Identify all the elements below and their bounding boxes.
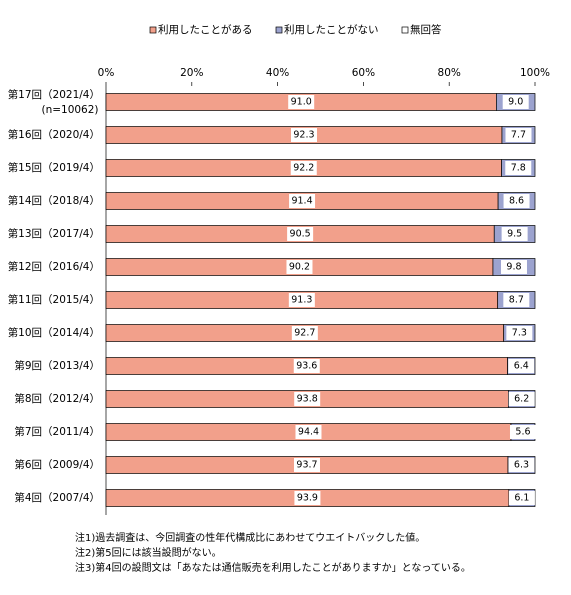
label-box: [288, 293, 315, 307]
label-box: [288, 95, 315, 109]
data-label: 90.2: [289, 262, 310, 273]
sample-size: (n=10062): [41, 104, 98, 116]
x-tick-label: 80%: [438, 67, 461, 79]
data-label: 91.0: [291, 97, 312, 108]
label-box: [293, 359, 320, 373]
y-tick-label: 第17回（2021/4）: [8, 88, 100, 101]
data-label: 94.4: [298, 427, 319, 438]
note: 注1)過去調査は、今回調査の性年代構成比にあわせてウエイトバックした値。: [75, 531, 425, 544]
legend-label: 利用したことがない: [284, 23, 379, 36]
label-box: [289, 194, 316, 208]
label-box: [501, 227, 528, 241]
data-label: 92.3: [293, 130, 314, 141]
data-label: 6.1: [514, 493, 529, 504]
label-box: [500, 260, 527, 274]
data-label: 92.7: [294, 328, 315, 339]
y-tick-label: 第8回（2012/4）: [14, 392, 100, 405]
x-tick-label: 0%: [98, 67, 115, 79]
data-label: 9.5: [507, 229, 522, 240]
label-box: [290, 128, 317, 142]
data-label: 7.3: [512, 328, 527, 339]
label-box: [506, 326, 533, 340]
data-label: 91.4: [291, 196, 312, 207]
data-label: 92.2: [293, 163, 314, 174]
data-label: 6.3: [514, 460, 529, 471]
legend-label: 利用したことがある: [158, 23, 253, 36]
y-tick-label: 第6回（2009/4）: [14, 458, 100, 471]
y-tick-label: 第10回（2014/4）: [8, 326, 100, 339]
x-tick-label: 100%: [520, 67, 550, 79]
legend-label: 無回答: [410, 23, 442, 36]
legend-swatch: [401, 26, 409, 34]
label-box: [508, 458, 535, 472]
x-tick-label: 20%: [180, 67, 203, 79]
label-box: [293, 458, 320, 472]
label-box: [294, 491, 321, 505]
note: 注3)第4回の設問文は「あなたは通信販売を利用したことがありますか」となっている…: [75, 561, 471, 574]
label-box: [503, 293, 530, 307]
y-tick-label: 第11回（2015/4）: [8, 293, 100, 306]
y-tick-label: 第16回（2020/4）: [8, 128, 100, 141]
label-box: [294, 392, 321, 406]
x-tick-label: 60%: [352, 67, 375, 79]
label-box: [290, 161, 317, 175]
legend-swatch: [275, 26, 283, 34]
label-box: [505, 128, 532, 142]
label-box: [505, 161, 532, 175]
data-label: 93.6: [296, 361, 317, 372]
data-label: 7.8: [511, 163, 526, 174]
legend-swatch: [149, 26, 157, 34]
label-box: [502, 95, 529, 109]
data-label: 90.5: [290, 229, 311, 240]
data-label: 93.7: [296, 460, 317, 471]
data-label: 91.3: [291, 295, 312, 306]
note: 注2)第5回には該当設問がない。: [75, 546, 222, 559]
label-box: [503, 194, 530, 208]
label-box: [295, 425, 322, 439]
y-tick-label: 第7回（2011/4）: [14, 425, 100, 438]
data-label: 93.8: [297, 394, 318, 405]
y-tick-label: 第9回（2013/4）: [14, 359, 100, 372]
y-tick-label: 第13回（2017/4）: [8, 227, 100, 240]
data-label: 9.8: [506, 262, 521, 273]
label-box: [286, 260, 313, 274]
data-label: 8.6: [509, 196, 524, 207]
label-box: [509, 425, 536, 439]
y-tick-label: 第4回（2007/4）: [14, 491, 100, 504]
data-label: 93.9: [297, 493, 318, 504]
data-label: 7.7: [511, 130, 526, 141]
label-box: [508, 392, 535, 406]
data-label: 9.0: [508, 97, 523, 108]
data-label: 6.4: [514, 361, 529, 372]
label-box: [287, 227, 314, 241]
label-box: [291, 326, 318, 340]
data-label: 5.6: [515, 427, 530, 438]
y-tick-label: 第15回（2019/4）: [8, 161, 100, 174]
y-tick-label: 第14回（2018/4）: [8, 194, 100, 207]
x-tick-label: 40%: [266, 67, 289, 79]
y-tick-label: 第12回（2016/4）: [8, 260, 100, 273]
data-label: 6.2: [514, 394, 529, 405]
label-box: [508, 359, 535, 373]
data-label: 8.7: [509, 295, 524, 306]
label-box: [508, 491, 535, 505]
